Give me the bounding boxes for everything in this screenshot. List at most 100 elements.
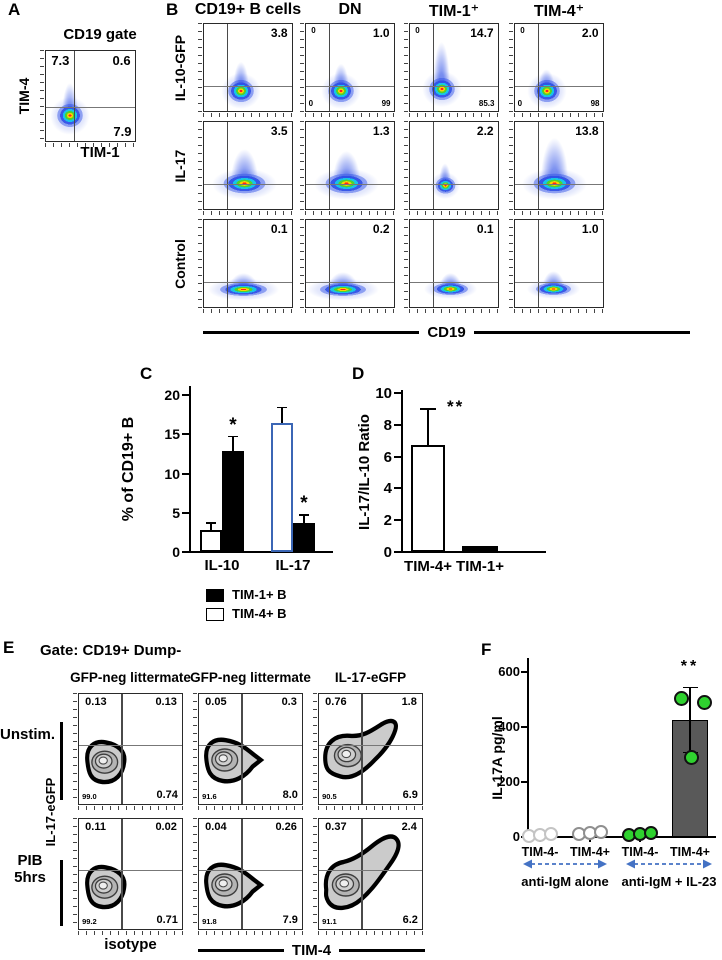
x-axis	[400, 551, 546, 553]
y-tick-label: 15	[164, 426, 180, 443]
flow-plot: 0.11 0.02 99.2 0.71	[78, 818, 183, 930]
y-tick-label: 400	[498, 719, 520, 734]
gate-line-horizontal	[515, 85, 603, 87]
error-bar-line	[427, 408, 429, 446]
group-arrow	[522, 858, 608, 870]
axis-line	[473, 331, 691, 334]
y-tick	[521, 671, 527, 673]
quadrant-value-br: 6.9	[402, 788, 418, 801]
population-blob	[326, 77, 357, 105]
quadrant-value-br: 98	[590, 99, 600, 109]
panel-f-letter: F	[481, 640, 492, 659]
population-blob	[226, 77, 256, 105]
data-point	[673, 690, 689, 706]
row-bracket	[60, 722, 63, 800]
error-bar-cap	[420, 408, 436, 410]
quadrant-value-bl: 91.6	[202, 792, 217, 802]
y-axis-ticks	[404, 23, 408, 112]
gate-line-horizontal	[79, 744, 182, 746]
flow-plot: 0.04 0.26 91.8 7.9	[198, 818, 303, 930]
gate-line-vertical	[432, 122, 435, 209]
quadrant-value-tr: 0.3	[281, 696, 297, 709]
quadrant-value-tr: 0.26	[275, 821, 297, 834]
error-bar-cap	[277, 406, 287, 409]
y-axis-ticks	[193, 818, 197, 930]
y-tick-label: 6	[383, 448, 392, 466]
quadrant-value-tr: 13.8	[575, 123, 599, 138]
quadrant-value-tl: 0.04	[205, 821, 227, 834]
x-category-label: TIM-1+	[456, 558, 504, 575]
treatment-group-label: anti-IgM + IL-23	[621, 874, 717, 889]
flow-plot: 3.5	[203, 121, 293, 210]
gate-line-horizontal	[79, 869, 182, 871]
y-axis-ticks	[404, 121, 408, 210]
x-axis-ticks	[78, 806, 183, 810]
y-tick-label: 0	[172, 544, 180, 560]
data-point	[696, 694, 712, 710]
gate-line-horizontal	[46, 106, 135, 108]
error-bar-line	[281, 407, 283, 424]
flow-plot: 0.76 1.8 90.5 6.9	[318, 693, 423, 805]
quadrant-value-br: 6.2	[402, 913, 418, 926]
y-tick-label: 4	[383, 480, 392, 498]
quadrant-value-tl: 0.37	[325, 821, 347, 834]
x-axis-ticks	[305, 211, 395, 215]
x-category-label: TIM-4-	[521, 845, 559, 859]
x-axis-ticks	[198, 931, 303, 935]
quadrant-value-tl: 0.76	[325, 696, 347, 709]
population-blob	[533, 281, 574, 296]
quadrant-value-bl: 99.2	[82, 917, 97, 927]
x-axis-ticks	[305, 309, 395, 313]
gate-line-vertical	[537, 220, 540, 307]
y-tick-label: 10	[375, 385, 392, 402]
population-blob	[529, 172, 580, 196]
gate-line-vertical	[328, 122, 331, 209]
y-tick-label: 8	[383, 416, 392, 434]
population-blob	[219, 172, 270, 196]
y-tick	[182, 551, 189, 553]
error-bar-cap	[682, 686, 698, 689]
x-axis-ticks	[203, 309, 293, 313]
y-tick	[394, 392, 401, 394]
bar	[462, 546, 498, 552]
quadrant-value-tr: 0.2	[372, 221, 390, 236]
y-tick	[182, 511, 189, 514]
gate-line-horizontal	[204, 281, 292, 283]
y-tick-label: 20	[164, 387, 180, 403]
column-header: IL-17-eGFP	[334, 670, 407, 685]
y-axis	[401, 390, 403, 553]
column-header: TIM-4⁺	[533, 3, 585, 20]
quadrant-value-tl: 0	[520, 25, 525, 35]
flow-plot: 0 1.0 0 99	[305, 23, 395, 112]
quadrant-value-bl: 91.8	[202, 917, 217, 927]
y-axis-ticks	[198, 219, 202, 308]
significance-stars: **	[447, 396, 465, 416]
y-tick-label: 0	[512, 829, 520, 844]
x-axis-ticks	[45, 143, 136, 147]
column-header: GFP-neg littermate	[190, 670, 311, 685]
panel-b-x-axis: CD19	[203, 324, 691, 341]
y-axis-ticks	[40, 50, 44, 142]
x-category-label: TIM-4-	[621, 845, 659, 859]
quadrant-value-tr: 2.4	[401, 821, 417, 834]
gate-line-vertical	[328, 24, 331, 111]
row-bracket	[60, 860, 63, 926]
x-category-label: IL-17	[275, 557, 311, 574]
column-header: DN	[338, 1, 362, 18]
error-bar-line	[232, 436, 234, 451]
gate-line-vertical	[432, 220, 435, 307]
population-blob	[426, 76, 457, 103]
flow-plot: 1.0	[514, 219, 604, 308]
gate-line-horizontal	[306, 183, 394, 185]
quadrant-value-tr: 0.02	[155, 821, 177, 834]
x-axis-ticks	[198, 806, 303, 810]
axis-line	[198, 949, 284, 952]
flow-plot: 2.2	[409, 121, 499, 210]
quadrant-value-tl: 0.11	[85, 821, 106, 834]
quadrant-value-tr: 0.1	[270, 221, 288, 236]
gate-line-horizontal	[410, 281, 498, 283]
contour-population	[79, 819, 182, 929]
y-tick-label: 10	[164, 465, 180, 482]
